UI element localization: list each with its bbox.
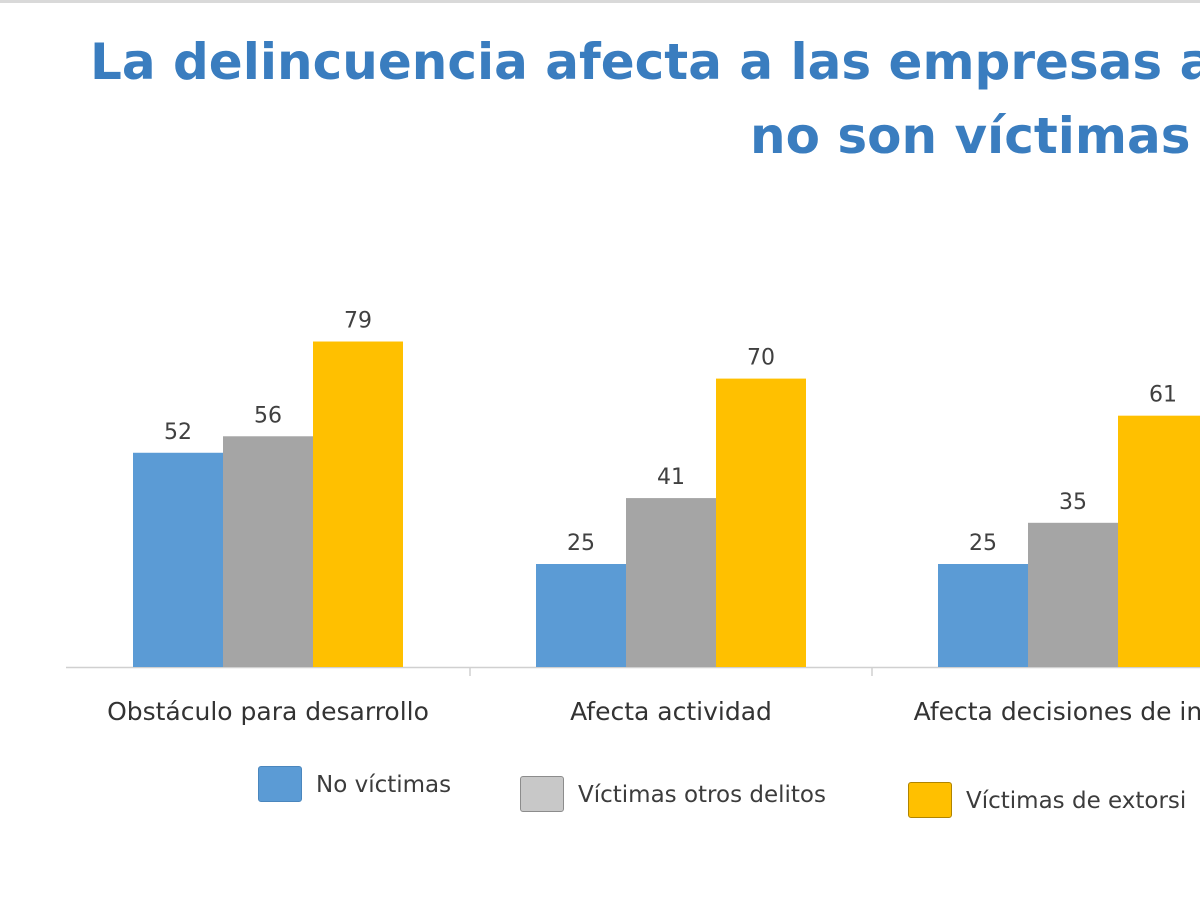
bar-actividad-series-3 — [716, 378, 806, 667]
data-label-obstaculo-series-1: 52 — [164, 420, 192, 445]
data-label-obstaculo-series-3: 79 — [344, 309, 372, 334]
bar-actividad-series-2 — [626, 498, 716, 667]
data-label-actividad-series-1: 25 — [567, 531, 595, 556]
legend-swatch-extorsion — [908, 782, 952, 818]
data-label-actividad-series-2: 41 — [657, 465, 685, 490]
legend-swatch-no-victimas — [258, 766, 302, 802]
legend-label-no-victimas: No víctimas — [316, 772, 452, 798]
bar-inversion-series-2 — [1028, 522, 1118, 667]
bar-obstaculo-series-3 — [313, 341, 403, 667]
bar-obstaculo-series-2 — [223, 436, 313, 667]
legend-swatch-otros-delitos — [520, 776, 564, 812]
data-label-inversion-series-2: 35 — [1059, 490, 1087, 515]
bar-obstaculo-series-1 — [133, 452, 223, 667]
data-label-obstaculo-series-2: 56 — [254, 403, 282, 428]
chart-title-line-2: no son víctimas d — [750, 107, 1200, 165]
bar-actividad-series-1 — [536, 564, 626, 667]
category-label-inversion: Afecta decisiones de inve — [914, 697, 1200, 726]
bar-inversion-series-3 — [1118, 415, 1200, 667]
legend-label-otros-delitos: Víctimas otros delitos — [578, 782, 826, 808]
legend-label-extorsion: Víctimas de extorsi — [966, 788, 1187, 814]
data-label-inversion-series-1: 25 — [969, 531, 997, 556]
chart-title-line-1: La delincuencia afecta a las empresas aú… — [90, 33, 1200, 91]
data-label-inversion-series-3: 61 — [1149, 383, 1177, 408]
category-label-obstaculo: Obstáculo para desarrollo — [107, 697, 429, 726]
data-label-actividad-series-3: 70 — [747, 346, 775, 371]
top-divider — [0, 0, 1200, 3]
bar-inversion-series-1 — [938, 564, 1028, 667]
category-label-actividad: Afecta actividad — [570, 697, 772, 726]
